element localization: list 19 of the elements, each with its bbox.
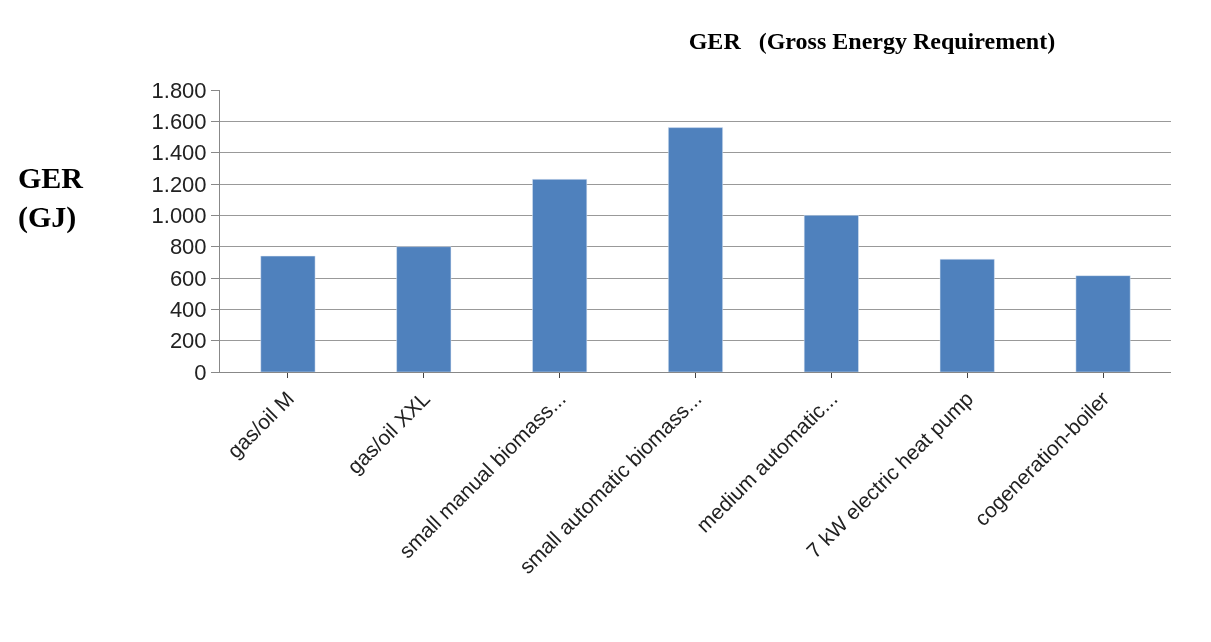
y-axis-title: GER (GJ) <box>18 161 84 234</box>
bar <box>532 179 588 372</box>
y-tick-label: 600 <box>169 265 207 291</box>
bar <box>939 258 995 372</box>
bar <box>668 127 723 372</box>
y-tick-label: 1.800 <box>151 77 207 103</box>
y-tick-label: 1.400 <box>151 140 207 166</box>
bar <box>1075 275 1131 372</box>
bar <box>396 246 452 372</box>
bar <box>260 255 316 372</box>
chart-title: GER (Gross Energy Requirement) <box>688 27 1056 54</box>
bar <box>803 215 859 372</box>
y-tick-label: 400 <box>169 297 207 323</box>
y-tick-label: 1.600 <box>151 109 207 135</box>
y-tick-label: 0 <box>194 359 207 385</box>
y-tick-label: 800 <box>169 234 207 260</box>
y-tick-label: 1.200 <box>151 171 207 197</box>
y-tick-label: 200 <box>169 328 207 354</box>
y-tick-label: 1.000 <box>151 203 207 229</box>
